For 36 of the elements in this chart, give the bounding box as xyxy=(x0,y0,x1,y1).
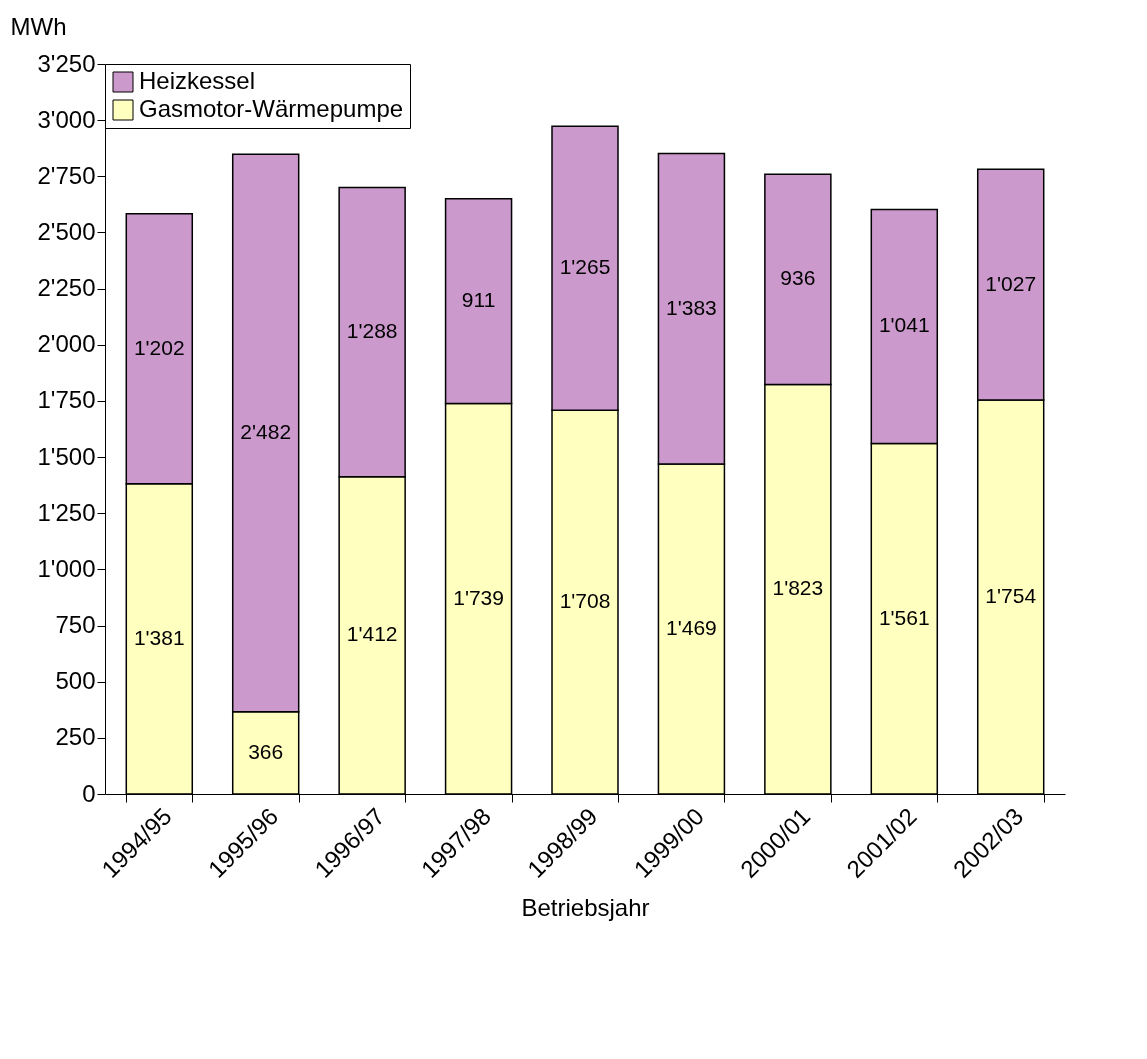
data-label: 1'381 xyxy=(133,625,185,649)
legend-label: Heizkessel xyxy=(139,67,256,94)
data-label: 366 xyxy=(248,739,284,763)
data-label: 1'041 xyxy=(878,313,930,337)
data-label: 1'027 xyxy=(985,271,1037,295)
y-tick-label: 3'000 xyxy=(37,105,96,133)
y-tick-label: 1'250 xyxy=(37,498,96,526)
data-label: 1'469 xyxy=(666,616,717,640)
data-label: 1'708 xyxy=(559,589,611,613)
y-tick-label: 750 xyxy=(55,611,96,639)
y-tick-label: 1'000 xyxy=(37,554,96,582)
data-label: 1'202 xyxy=(133,335,185,359)
y-tick-label: 1'500 xyxy=(37,442,96,470)
y-tick-label: 2'500 xyxy=(37,217,96,245)
data-label: 936 xyxy=(780,266,816,290)
data-label: 1'739 xyxy=(453,585,504,609)
data-label: 1'265 xyxy=(559,255,611,279)
data-label: 1'412 xyxy=(346,622,398,646)
y-tick-label: 250 xyxy=(55,723,96,751)
y-axis-title: MWh xyxy=(10,12,67,40)
data-label: 1'754 xyxy=(985,584,1037,608)
y-tick-label: 2'000 xyxy=(37,330,96,358)
y-tick-label: 0 xyxy=(82,779,96,807)
data-label: 1'383 xyxy=(666,295,717,319)
x-axis-title: Betriebsjahr xyxy=(521,893,650,921)
y-tick-label: 1'750 xyxy=(37,386,96,414)
data-label: 911 xyxy=(461,288,496,312)
data-label: 1'561 xyxy=(878,605,930,629)
y-tick-label: 2'250 xyxy=(37,274,96,302)
data-label: 2'482 xyxy=(240,420,292,444)
y-tick-label: 3'250 xyxy=(37,49,96,77)
data-label: 1'288 xyxy=(346,319,398,343)
y-tick-label: 500 xyxy=(55,667,96,695)
data-label: 1'823 xyxy=(772,576,824,600)
legend-label: Gasmotor-Wärmepumpe xyxy=(139,95,404,122)
y-tick-label: 2'750 xyxy=(37,161,96,189)
